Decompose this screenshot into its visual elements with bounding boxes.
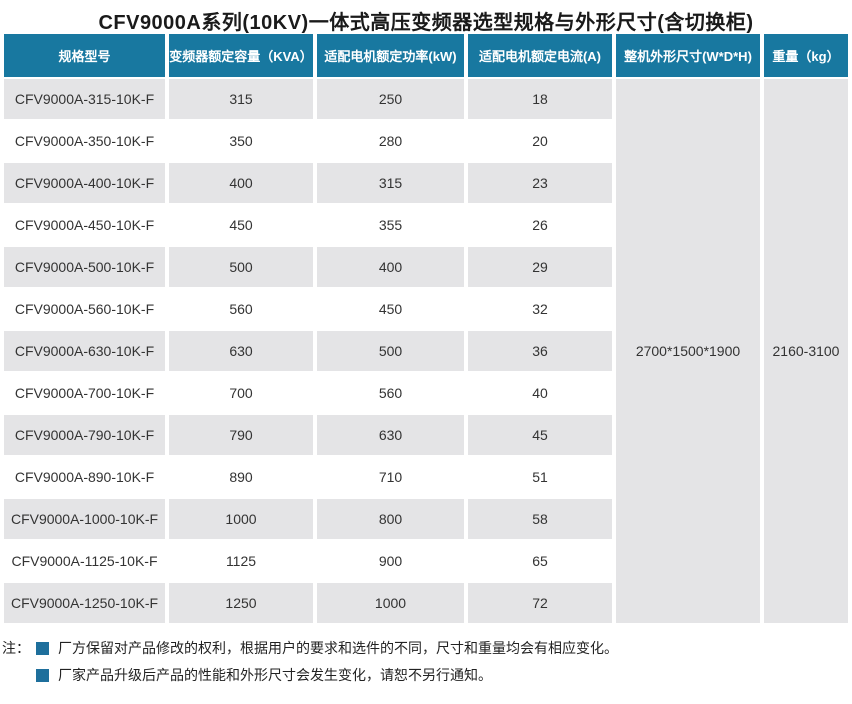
cell-kw: 560 [317,373,464,413]
cell-model: CFV9000A-1250-10K-F [4,583,165,623]
cell-model: CFV9000A-890-10K-F [4,457,165,497]
cell-current: 45 [468,415,612,455]
col-header-current: 适配电机额定电流(A) [468,34,612,77]
table-row: CFV9000A-560-10K-F 560 450 32 [4,289,848,329]
note-bullet-icon [36,668,49,682]
cell-model: CFV9000A-500-10K-F [4,247,165,287]
cell-model: CFV9000A-700-10K-F [4,373,165,413]
cell-kw: 315 [317,163,464,203]
cell-kva: 315 [169,79,313,119]
cell-model: CFV9000A-450-10K-F [4,205,165,245]
cell-model: CFV9000A-560-10K-F [4,289,165,329]
note-line-2: 厂家产品升级后产品的性能和外形尺寸会发生变化，请恕不另行通知。 [36,666,852,684]
cell-model: CFV9000A-1125-10K-F [4,541,165,581]
cell-kw: 900 [317,541,464,581]
cell-current: 23 [468,163,612,203]
cell-kw: 450 [317,289,464,329]
cell-kw: 710 [317,457,464,497]
note-text: 厂方保留对产品修改的权利，根据用户的要求和选件的不同，尺寸和重量均会有相应变化。 [58,640,618,656]
cell-model: CFV9000A-630-10K-F [4,331,165,371]
table-row: CFV9000A-1125-10K-F 1125 900 65 [4,541,848,581]
cell-kva: 700 [169,373,313,413]
cell-kva: 400 [169,163,313,203]
cell-model: CFV9000A-1000-10K-F [4,499,165,539]
cell-current: 65 [468,541,612,581]
cell-kva: 1125 [169,541,313,581]
table-row: CFV9000A-1250-10K-F 1250 1000 72 [4,583,848,623]
table-row: CFV9000A-400-10K-F 400 315 23 [4,163,848,203]
table-row: CFV9000A-700-10K-F 700 560 40 [4,373,848,413]
table-row: CFV9000A-790-10K-F 790 630 45 [4,415,848,455]
table-row: CFV9000A-500-10K-F 500 400 29 [4,247,848,287]
cell-model: CFV9000A-790-10K-F [4,415,165,455]
cell-kw: 250 [317,79,464,119]
cell-current: 36 [468,331,612,371]
cell-kw: 355 [317,205,464,245]
cell-dimensions-merged: 2700*1500*1900 [616,79,760,623]
cell-current: 29 [468,247,612,287]
cell-kva: 790 [169,415,313,455]
cell-kw: 630 [317,415,464,455]
cell-model: CFV9000A-350-10K-F [4,121,165,161]
table-row: CFV9000A-315-10K-F 315 250 18 2700*1500*… [4,79,848,623]
cell-model: CFV9000A-400-10K-F [4,163,165,203]
cell-kw: 1000 [317,583,464,623]
notes: 注： 厂方保留对产品修改的权利，根据用户的要求和选件的不同，尺寸和重量均会有相应… [0,639,852,684]
cell-current: 58 [468,499,612,539]
cell-model: CFV9000A-315-10K-F [4,79,165,119]
cell-current: 51 [468,457,612,497]
cell-current: 26 [468,205,612,245]
cell-kva: 1000 [169,499,313,539]
cell-kva: 630 [169,331,313,371]
note-line-1: 注： 厂方保留对产品修改的权利，根据用户的要求和选件的不同，尺寸和重量均会有相应… [2,639,852,657]
cell-weight-merged: 2160-3100 [764,79,848,623]
note-bullet-icon [36,641,49,655]
header-row: 规格型号 变频器额定容量（KVA） 适配电机额定功率(kW) 适配电机额定电流(… [4,34,848,77]
cell-current: 20 [468,121,612,161]
page-title: CFV9000A系列(10KV)一体式高压变频器选型规格与外形尺寸(含切换柜) [98,12,754,34]
col-header-weight: 重量（kg） [764,34,848,77]
table-row: CFV9000A-890-10K-F 890 710 51 [4,457,848,497]
spec-table: 规格型号 变频器额定容量（KVA） 适配电机额定功率(kW) 适配电机额定电流(… [0,32,852,625]
cell-kva: 1250 [169,583,313,623]
cell-current: 18 [468,79,612,119]
cell-kw: 800 [317,499,464,539]
note-text: 厂家产品升级后产品的性能和外形尺寸会发生变化，请恕不另行通知。 [58,667,492,683]
cell-kva: 500 [169,247,313,287]
col-header-dimensions: 整机外形尺寸(W*D*H) [616,34,760,77]
table-row: CFV9000A-630-10K-F 630 500 36 [4,331,848,371]
col-header-kw: 适配电机额定功率(kW) [317,34,464,77]
col-header-kva: 变频器额定容量（KVA） [169,34,313,77]
table-row: CFV9000A-450-10K-F 450 355 26 [4,205,848,245]
cell-kva: 350 [169,121,313,161]
cell-kw: 500 [317,331,464,371]
cell-current: 32 [468,289,612,329]
cell-kw: 280 [317,121,464,161]
cell-kva: 560 [169,289,313,329]
note-prefix: 注： [2,640,30,656]
cell-kw: 400 [317,247,464,287]
table-body: CFV9000A-315-10K-F 315 250 18 2700*1500*… [4,79,848,623]
cell-kva: 890 [169,457,313,497]
col-header-model: 规格型号 [4,34,165,77]
cell-current: 40 [468,373,612,413]
table-row: CFV9000A-350-10K-F 350 280 20 [4,121,848,161]
cell-kva: 450 [169,205,313,245]
cell-current: 72 [468,583,612,623]
table-row: CFV9000A-1000-10K-F 1000 800 58 [4,499,848,539]
